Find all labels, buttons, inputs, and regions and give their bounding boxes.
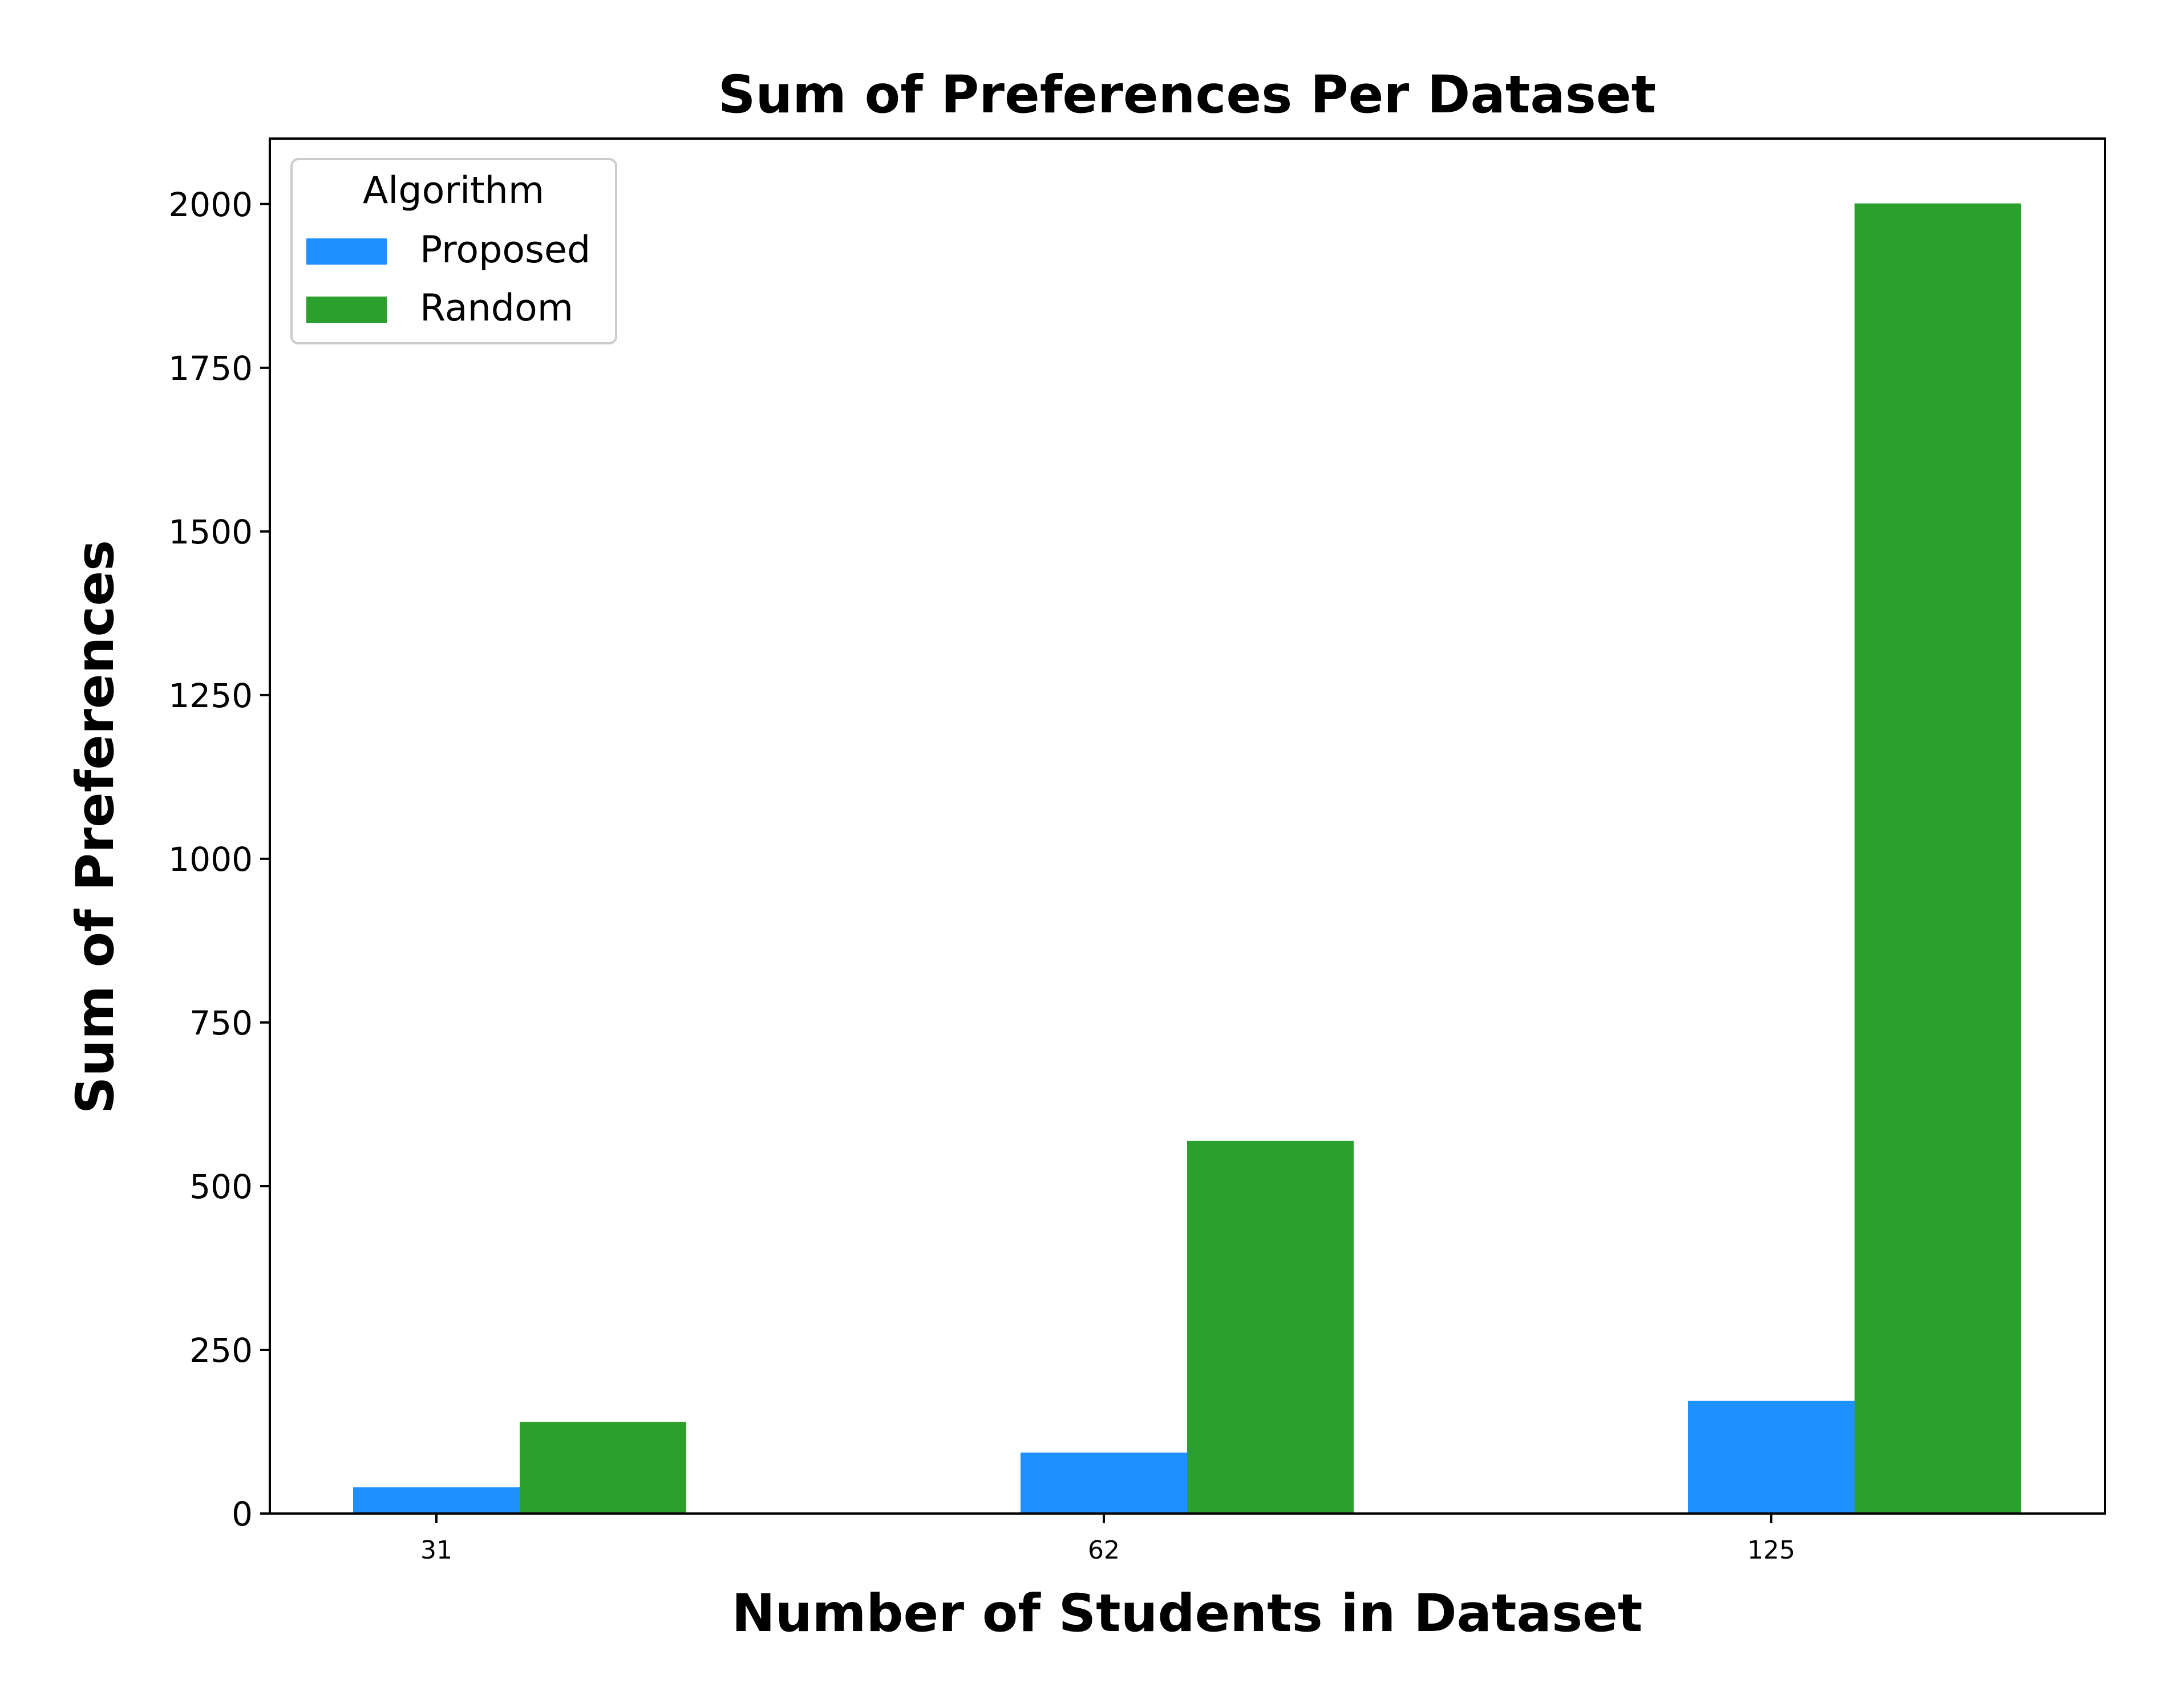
bars-group — [353, 203, 2021, 1514]
bar-random-62 — [1187, 1141, 1354, 1514]
plot-frame — [269, 137, 2106, 1515]
legend-label-proposed: Proposed — [420, 229, 590, 271]
legend-swatch-random — [306, 297, 387, 323]
y-tick-label: 2000 — [168, 185, 253, 224]
legend-swatch-proposed — [306, 238, 387, 265]
chart-title: Sum of Preferences Per Dataset — [718, 65, 1656, 125]
y-axis-label: Sum of Preferences — [66, 540, 125, 1114]
bar-proposed-125 — [1688, 1401, 1855, 1514]
y-tick-label: 0 — [232, 1495, 253, 1533]
x-tick-label: 31 — [420, 1536, 452, 1565]
bar-proposed-62 — [1021, 1453, 1187, 1514]
legend: Algorithm Proposed Random — [290, 158, 617, 344]
y-tick-label: 250 — [189, 1331, 253, 1370]
y-tick-label: 1000 — [168, 840, 253, 879]
y-tick-label: 1750 — [168, 349, 253, 388]
y-tick-label: 1500 — [168, 513, 253, 551]
legend-entries: Proposed Random — [306, 229, 590, 330]
y-tick-label: 1250 — [168, 676, 253, 715]
x-axis-label: Number of Students in Dataset — [732, 1584, 1643, 1644]
y-axis-ticks: 0 250 500 750 1000 1250 1500 1750 2000 — [168, 185, 270, 1533]
bar-proposed-31 — [353, 1487, 520, 1514]
x-axis-ticks: 31 62 125 — [420, 1514, 1795, 1565]
y-tick-label: 750 — [189, 1004, 253, 1042]
x-tick-label: 125 — [1747, 1536, 1795, 1565]
y-tick-label: 500 — [189, 1167, 253, 1206]
bar-random-31 — [520, 1422, 686, 1514]
bar-random-125 — [1855, 203, 2021, 1514]
x-tick-label: 62 — [1088, 1536, 1120, 1565]
legend-title: Algorithm — [363, 169, 544, 212]
legend-label-random: Random — [420, 287, 573, 330]
